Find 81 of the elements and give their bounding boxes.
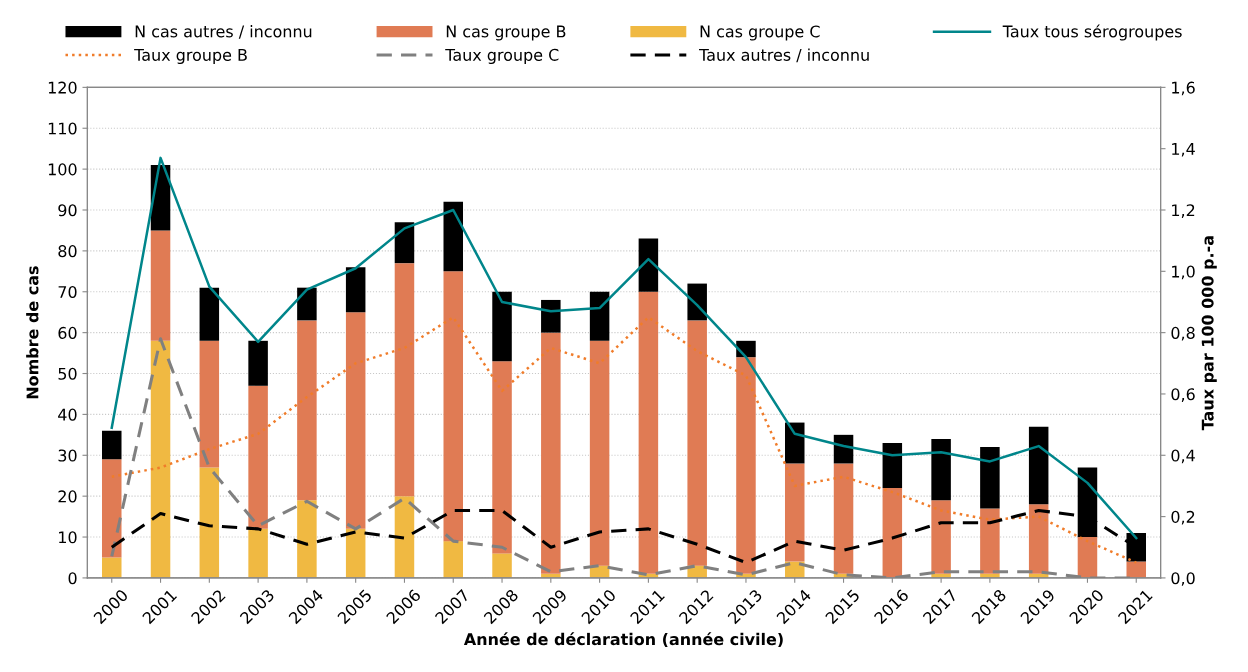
y-tick-label: 100 bbox=[48, 163, 77, 176]
bar bbox=[394, 496, 415, 578]
y-tick-label: 0 bbox=[68, 572, 77, 585]
bar bbox=[248, 340, 268, 386]
bar bbox=[882, 487, 903, 578]
bar bbox=[1077, 537, 1098, 578]
y-tick-label: 70 bbox=[58, 285, 77, 299]
bar bbox=[736, 357, 756, 574]
bar bbox=[345, 528, 366, 578]
bar bbox=[443, 271, 464, 542]
y-tick-label: 10 bbox=[59, 531, 77, 544]
y2-tick-label: 0,6 bbox=[1171, 388, 1195, 402]
x-axis-title: Année de déclaration (année civile) bbox=[463, 632, 783, 648]
y-tick-label: 120 bbox=[48, 81, 77, 94]
bar bbox=[492, 291, 512, 362]
bar bbox=[248, 528, 268, 578]
bar bbox=[297, 320, 317, 501]
bar bbox=[833, 463, 854, 574]
legend-label: Taux groupe C bbox=[445, 48, 559, 64]
bar bbox=[784, 422, 805, 464]
y-tick-label: 20 bbox=[58, 490, 77, 503]
y-tick-label: 60 bbox=[58, 326, 77, 339]
y2-tick-label: 1,0 bbox=[1172, 265, 1195, 280]
bar bbox=[345, 267, 366, 313]
bar bbox=[102, 459, 122, 558]
bar bbox=[394, 263, 415, 497]
legend-label: Taux autres / inconnu bbox=[699, 48, 869, 63]
bar bbox=[394, 222, 415, 264]
bar bbox=[199, 287, 220, 341]
y2-tick-label: 1,2 bbox=[1172, 204, 1195, 218]
y2-tick-label: 0,0 bbox=[1171, 572, 1195, 586]
y-tick-label: 30 bbox=[58, 449, 77, 462]
bar bbox=[687, 283, 707, 321]
bar bbox=[589, 291, 610, 341]
legend-label: N cas autres / inconnu bbox=[135, 25, 312, 39]
bar bbox=[541, 299, 561, 333]
bar bbox=[687, 320, 707, 566]
bar bbox=[1028, 504, 1049, 574]
bar bbox=[1028, 426, 1049, 505]
legend-label: Taux groupe B bbox=[134, 49, 247, 64]
bar bbox=[297, 500, 317, 578]
bar bbox=[102, 557, 122, 578]
bar bbox=[980, 447, 1000, 509]
bar bbox=[541, 332, 561, 574]
bar bbox=[199, 340, 220, 468]
bar bbox=[102, 430, 122, 460]
bar bbox=[150, 340, 171, 578]
bar bbox=[882, 443, 903, 488]
y-tick-label: 110 bbox=[48, 122, 77, 135]
bar bbox=[931, 500, 951, 574]
bar bbox=[443, 541, 464, 578]
bar bbox=[589, 340, 610, 566]
bar bbox=[931, 438, 951, 501]
y-tick-label: 40 bbox=[58, 408, 77, 421]
y-axis-title: Nombre de cas bbox=[26, 266, 39, 399]
bar bbox=[492, 361, 512, 554]
line-series bbox=[110, 156, 1138, 540]
y2-tick-label: 0,8 bbox=[1171, 326, 1195, 341]
bar bbox=[199, 467, 220, 578]
bar bbox=[784, 463, 805, 562]
y2-tick-label: 1,4 bbox=[1172, 143, 1195, 157]
y-tick-label: 80 bbox=[58, 245, 77, 258]
y2-tick-label: 0,4 bbox=[1171, 449, 1195, 464]
legend-label: N cas groupe C bbox=[700, 25, 820, 41]
y-tick-label: 50 bbox=[58, 367, 77, 380]
bar bbox=[297, 287, 317, 321]
y-tick-label: 90 bbox=[58, 204, 77, 217]
bar bbox=[980, 508, 1000, 574]
legend-label: N cas groupe B bbox=[446, 25, 566, 41]
bar bbox=[443, 201, 464, 272]
bar bbox=[638, 238, 659, 292]
bar bbox=[345, 312, 366, 529]
y2-axis-title: Taux par 100 000 p.-a bbox=[1201, 236, 1217, 431]
bar bbox=[1126, 561, 1146, 578]
bar bbox=[638, 291, 659, 574]
bar bbox=[492, 553, 512, 578]
y2-tick-label: 1,6 bbox=[1172, 81, 1195, 96]
legend-label: Taux tous sérogroupes bbox=[1002, 24, 1182, 41]
y2-tick-label: 0,2 bbox=[1171, 510, 1195, 525]
bar bbox=[248, 385, 268, 529]
bar bbox=[150, 230, 171, 341]
